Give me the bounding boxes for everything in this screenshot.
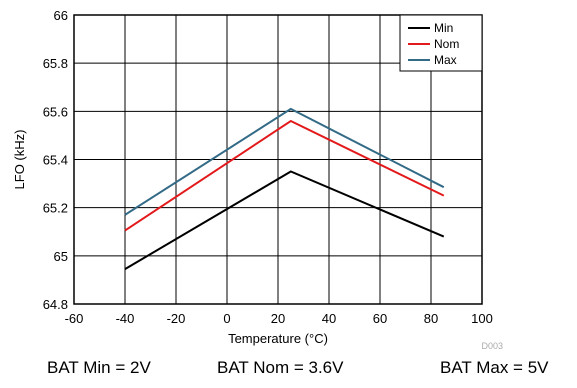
series-line-max bbox=[124, 107, 445, 216]
y-tick-label: 65 bbox=[54, 249, 68, 264]
legend: Min Nom Max bbox=[399, 14, 483, 72]
y-tick-label: 65.4 bbox=[43, 153, 68, 168]
legend-label-nom: Nom bbox=[434, 37, 459, 51]
figure-code: D003 bbox=[481, 341, 503, 351]
x-tick-label: -40 bbox=[116, 311, 135, 326]
x-tick-label: 0 bbox=[223, 311, 230, 326]
caption-bat-nom: BAT Nom = 3.6V bbox=[217, 358, 344, 377]
y-tick-label: 65.6 bbox=[43, 104, 68, 119]
x-tick-label: 60 bbox=[373, 311, 387, 326]
y-tick-label: 66 bbox=[54, 8, 68, 23]
grid-lines bbox=[73, 14, 483, 305]
caption-bat-min: BAT Min = 2V bbox=[47, 358, 151, 377]
x-tick-label: 20 bbox=[271, 311, 285, 326]
series-lines bbox=[124, 107, 445, 270]
x-tick-labels: -60 -40 -20 0 20 40 60 80 100 bbox=[65, 311, 493, 326]
y-tick-labels: 64.8 65 65.2 65.4 65.6 65.8 66 bbox=[43, 8, 68, 312]
y-tick-label: 65.8 bbox=[43, 56, 68, 71]
x-tick-label: 80 bbox=[424, 311, 438, 326]
x-tick-label: 100 bbox=[471, 311, 493, 326]
legend-label-max: Max bbox=[434, 53, 457, 67]
legend-label-min: Min bbox=[434, 21, 453, 35]
x-tick-label: -60 bbox=[65, 311, 84, 326]
y-tick-label: 65.2 bbox=[43, 201, 68, 216]
series-line-min bbox=[124, 170, 445, 270]
x-tick-label: -20 bbox=[167, 311, 186, 326]
x-axis-label: Temperature (°C) bbox=[228, 331, 328, 346]
y-axis-label: LFO (kHz) bbox=[12, 130, 27, 190]
y-tick-label: 64.8 bbox=[43, 297, 68, 312]
plot-frame bbox=[73, 14, 483, 305]
x-tick-label: 40 bbox=[322, 311, 336, 326]
caption-bat-max: BAT Max = 5V bbox=[440, 358, 549, 377]
series-line-nom bbox=[124, 119, 445, 232]
